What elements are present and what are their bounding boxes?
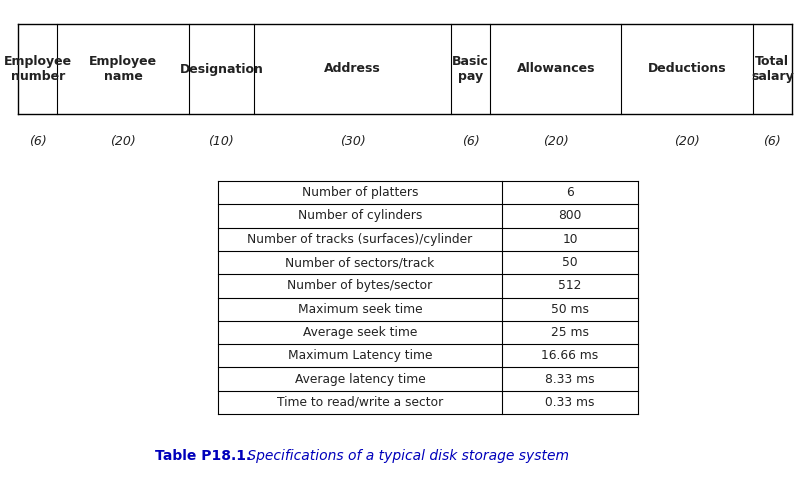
Text: Number of cylinders: Number of cylinders	[298, 209, 422, 222]
Text: Table P18.1.: Table P18.1.	[155, 449, 252, 463]
Text: Basic
pay: Basic pay	[452, 55, 489, 83]
Text: Specifications of a typical disk storage system: Specifications of a typical disk storage…	[243, 449, 569, 463]
Text: Average seek time: Average seek time	[303, 326, 417, 339]
Text: (10): (10)	[209, 135, 235, 148]
Text: 10: 10	[562, 233, 578, 246]
Text: Employee
name: Employee name	[89, 55, 157, 83]
Text: 0.33 ms: 0.33 ms	[545, 396, 595, 409]
Text: Number of platters: Number of platters	[302, 186, 418, 199]
Text: 512: 512	[558, 279, 582, 292]
Text: Number of sectors/track: Number of sectors/track	[286, 256, 434, 269]
Text: 50: 50	[562, 256, 578, 269]
Text: 800: 800	[558, 209, 582, 222]
Text: 16.66 ms: 16.66 ms	[541, 349, 599, 362]
Text: Time to read/write a sector: Time to read/write a sector	[277, 396, 443, 409]
Text: (6): (6)	[29, 135, 47, 148]
Text: 50 ms: 50 ms	[551, 303, 589, 315]
Text: (20): (20)	[110, 135, 136, 148]
Text: (6): (6)	[764, 135, 781, 148]
Text: 8.33 ms: 8.33 ms	[545, 372, 595, 385]
Text: Number of tracks (surfaces)/cylinder: Number of tracks (surfaces)/cylinder	[248, 233, 472, 246]
Text: Maximum Latency time: Maximum Latency time	[288, 349, 432, 362]
Text: 25 ms: 25 ms	[551, 326, 589, 339]
Text: 6: 6	[566, 186, 574, 199]
Text: Employee
number: Employee number	[3, 55, 72, 83]
Text: (30): (30)	[340, 135, 366, 148]
Text: Address: Address	[324, 62, 381, 75]
Text: (20): (20)	[543, 135, 569, 148]
Text: Allowances: Allowances	[517, 62, 595, 75]
Text: Total
salary: Total salary	[751, 55, 794, 83]
Text: Number of bytes/sector: Number of bytes/sector	[287, 279, 433, 292]
Text: Average latency time: Average latency time	[294, 372, 426, 385]
Text: Maximum seek time: Maximum seek time	[298, 303, 422, 315]
Text: (6): (6)	[462, 135, 480, 148]
Text: Deductions: Deductions	[648, 62, 726, 75]
Text: (20): (20)	[674, 135, 700, 148]
Text: Designation: Designation	[180, 62, 263, 75]
